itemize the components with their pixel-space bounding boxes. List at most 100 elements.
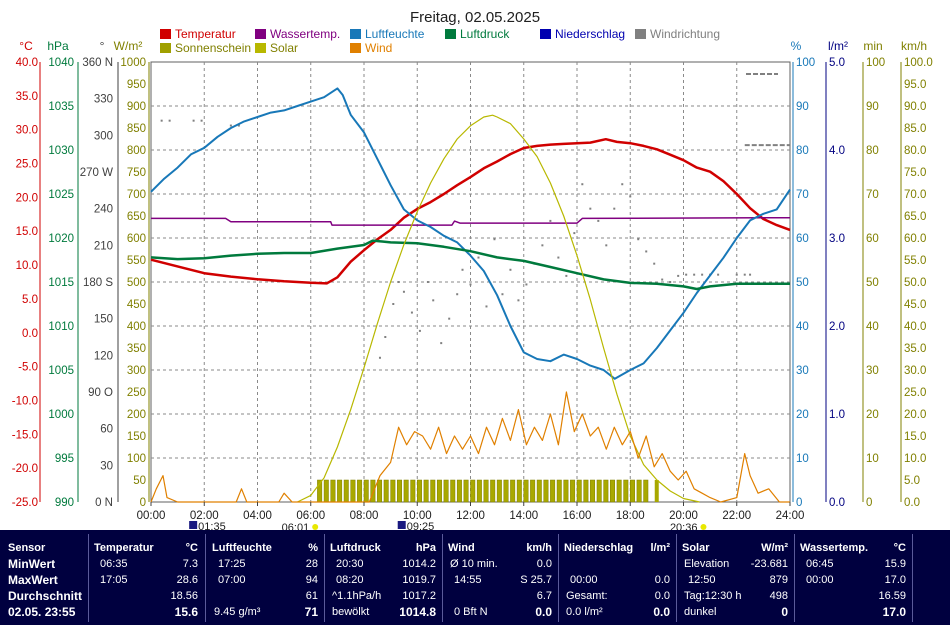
winddir-point-6	[378, 356, 381, 359]
tick-humidity-9: 10	[796, 453, 809, 465]
wind-now-dir: 0 Bft N	[454, 606, 488, 618]
tick-temp-4: 20.0	[16, 192, 38, 204]
tick-pressure-2: 1030	[48, 145, 74, 157]
winddir-point-17	[456, 293, 459, 296]
row-max: MaxWert	[8, 573, 58, 587]
sunshine-bar-1	[323, 479, 329, 503]
weather-chart: Freitag, 02.05.2025 Temperatur Wassertemp…	[12, 9, 933, 530]
sunshine-bar-2	[330, 479, 336, 503]
rain-now-label: 0.0 l/m²	[566, 606, 603, 618]
stats-rain-col: Niederschlag l/m² 00:00 0.0 Gesamt: 0.0 0.0…	[562, 534, 674, 622]
x-tick-1: 02:00	[190, 510, 219, 522]
winddir-point-52	[743, 273, 746, 276]
x-tick-11: 22:00	[722, 510, 751, 522]
solar-max-time: 12:50	[688, 574, 716, 586]
tick-wind-11: 45.0	[904, 299, 926, 311]
legend: Temperatur Wassertemp. Luftfeuchte Luftdruc…	[160, 27, 720, 55]
tick-solar-12: 400	[127, 321, 146, 333]
tick-winddir-2: 300	[94, 130, 113, 142]
tick-solar-9: 550	[127, 255, 146, 267]
tick-sunmin-0: 100	[866, 57, 885, 69]
tick-sunmin-4: 60	[866, 233, 879, 245]
stats-press-col: Luftdruck hPa 20:30 1014.2 08:20 1019.7 ^1.…	[328, 534, 440, 622]
sunshine-bar-10	[383, 479, 389, 503]
solar-max: 879	[769, 574, 788, 586]
winddir-point-41	[645, 250, 648, 253]
hdr-solar: Solar	[682, 542, 710, 554]
wind-avg: 6.7	[536, 590, 552, 602]
legend-label-4: Niederschlag	[555, 27, 625, 41]
hdr-temp: Temperatur	[94, 542, 154, 554]
event-label-1: 06:01	[282, 522, 310, 530]
tick-temp-5: 15.0	[16, 226, 38, 238]
winddir-point-31	[565, 274, 568, 277]
stats-panel: Sensor MinWert MaxWert Durchschnitt 02.0…	[0, 530, 950, 625]
sunshine-bar-32	[530, 479, 536, 503]
x-axis: 00:00 02:00 04:00 06:00 08:00 10:00 12:00 14:00…	[137, 502, 804, 522]
temp-now: 15.6	[174, 605, 198, 619]
legend-swatch-1	[255, 29, 266, 39]
hum-min-time: 17:25	[218, 558, 246, 570]
event-label-2: 09:25	[407, 521, 435, 530]
winddir-point-30	[557, 256, 560, 259]
event-sun-icon-1	[312, 524, 319, 530]
sunshine-bar-12	[397, 479, 402, 503]
sunshine-bar-42	[596, 479, 602, 503]
winddir-point-22	[493, 238, 496, 241]
press-cond: bewölkt	[332, 606, 370, 618]
tick-pressure-7: 1005	[48, 365, 74, 377]
x-tick-4: 08:00	[350, 510, 379, 522]
chart-title: Freitag, 02.05.2025	[410, 9, 540, 26]
tick-solar-17: 150	[127, 431, 146, 443]
temp-avg: 18.56	[170, 590, 198, 602]
press-max-time: 08:20	[336, 574, 364, 586]
winddir-point-24	[509, 268, 512, 271]
winddir-point-34	[589, 207, 592, 210]
legend-label-8: Wind	[365, 41, 392, 55]
winddir-point-16	[448, 317, 451, 320]
x-tick-5: 10:00	[403, 510, 432, 522]
tick-rain-2: 3.0	[829, 233, 845, 245]
legend-swatch-3	[445, 29, 456, 39]
tick-temp-3: 25.0	[16, 159, 38, 171]
left-axes: 40.0 35.0 30.0 25.0 20.0 15.0 10.0 5.0 0.0 -5.0 -1…	[12, 57, 150, 509]
tick-winddir-7: 150	[94, 314, 113, 326]
sunshine-bar-39	[576, 479, 582, 503]
tick-humidity-2: 80	[796, 145, 809, 157]
legend-label-7: Solar	[270, 41, 298, 55]
tick-temp-10: -10.0	[12, 395, 38, 407]
event-sun-icon-3	[700, 524, 707, 530]
tick-wind-6: 70.0	[904, 189, 926, 201]
tick-solar-16: 200	[127, 409, 146, 421]
tick-pressure-6: 1010	[48, 321, 74, 333]
series-line-luftdruck	[150, 239, 790, 291]
tick-winddir-0: 360 N	[82, 57, 113, 69]
tick-humidity-10: 0	[796, 497, 802, 509]
hum-avg: 61	[305, 590, 318, 602]
temp-min-time: 06:35	[100, 558, 128, 570]
water-min-time: 06:45	[806, 558, 834, 570]
axis-unit-wind: km/h	[901, 39, 927, 53]
sunshine-bar-41	[590, 479, 596, 503]
series-line-temperatur	[150, 137, 791, 285]
event-moon-icon-2	[397, 521, 406, 529]
grid	[151, 62, 790, 502]
tick-pressure-5: 1015	[48, 277, 74, 289]
sunshine-bar-45	[616, 479, 622, 503]
tick-solar-4: 800	[127, 145, 146, 157]
sunshine-bar-33	[536, 479, 542, 503]
winddir-point-7	[384, 336, 387, 338]
winddir-point-10	[402, 290, 405, 293]
tick-wind-8: 60.0	[904, 233, 926, 245]
tick-sunmin-3: 70	[866, 189, 879, 201]
press-avg: 1017.2	[402, 590, 436, 602]
tick-wind-10: 50.0	[904, 277, 926, 289]
winddir-point-51	[735, 273, 738, 276]
sunshine-bar-13	[403, 479, 409, 503]
sunshine-bar-15	[417, 479, 422, 503]
sunshine-bar-8	[370, 479, 376, 503]
winddir-point-38	[621, 183, 624, 186]
tick-pressure-9: 995	[55, 453, 74, 465]
tick-humidity-4: 60	[796, 233, 809, 245]
stats-water-col: Wassertemp. °C 06:45 15.9 00:00 17.0 16.59 …	[798, 534, 910, 622]
